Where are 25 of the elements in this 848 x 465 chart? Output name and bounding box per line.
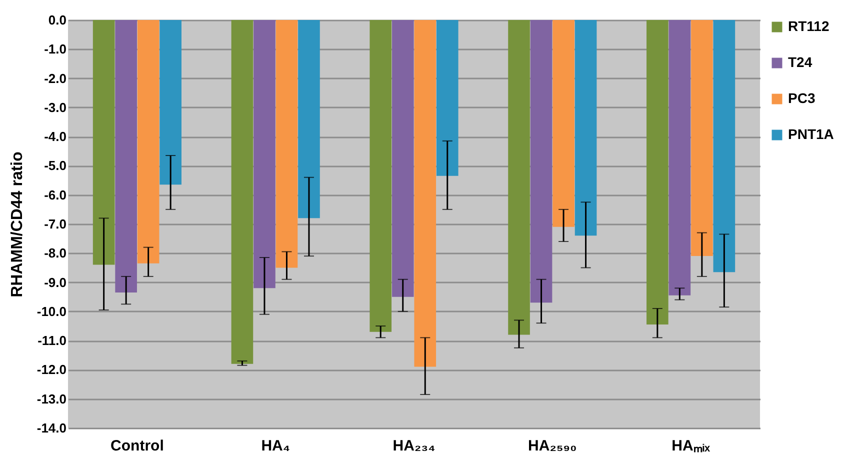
y-axis-title: RHAMM/CD44 ratio bbox=[8, 151, 26, 298]
legend-label: T24 bbox=[788, 54, 812, 70]
y-tick-label: -3.0 bbox=[44, 100, 66, 115]
y-tick-label: -1.0 bbox=[44, 42, 66, 57]
x-tick-label: HA₂₅₉₀ bbox=[528, 438, 577, 454]
legend-label: PNT1A bbox=[788, 126, 834, 142]
y-tick-label: -10.0 bbox=[36, 304, 66, 319]
y-tick-label: -13.0 bbox=[36, 391, 66, 406]
x-tick-label: HA₄ bbox=[261, 438, 290, 454]
y-tick-label: -14.0 bbox=[36, 420, 66, 436]
y-tick-label: -7.0 bbox=[44, 216, 66, 232]
y-tick-label: 0.0 bbox=[48, 12, 66, 28]
y-tick-label: -11.0 bbox=[38, 333, 66, 348]
legend-label: RT112 bbox=[788, 18, 830, 34]
x-tick-label: HAₘᵢₓ bbox=[672, 438, 710, 454]
x-tick-label: HA₂₃₄ bbox=[392, 438, 436, 454]
y-tick-label: -6.0 bbox=[44, 187, 66, 202]
y-tick-label: -8.0 bbox=[44, 246, 66, 261]
y-tick-label: -4.0 bbox=[44, 129, 66, 144]
y-tick-label: -12.0 bbox=[36, 362, 66, 378]
y-tick-label: -9.0 bbox=[44, 274, 66, 290]
y-tick-label: -2.0 bbox=[44, 70, 66, 86]
legend-label: PC3 bbox=[788, 90, 816, 106]
y-tick-label: -5.0 bbox=[44, 158, 66, 174]
x-tick-label: Control bbox=[110, 438, 164, 454]
